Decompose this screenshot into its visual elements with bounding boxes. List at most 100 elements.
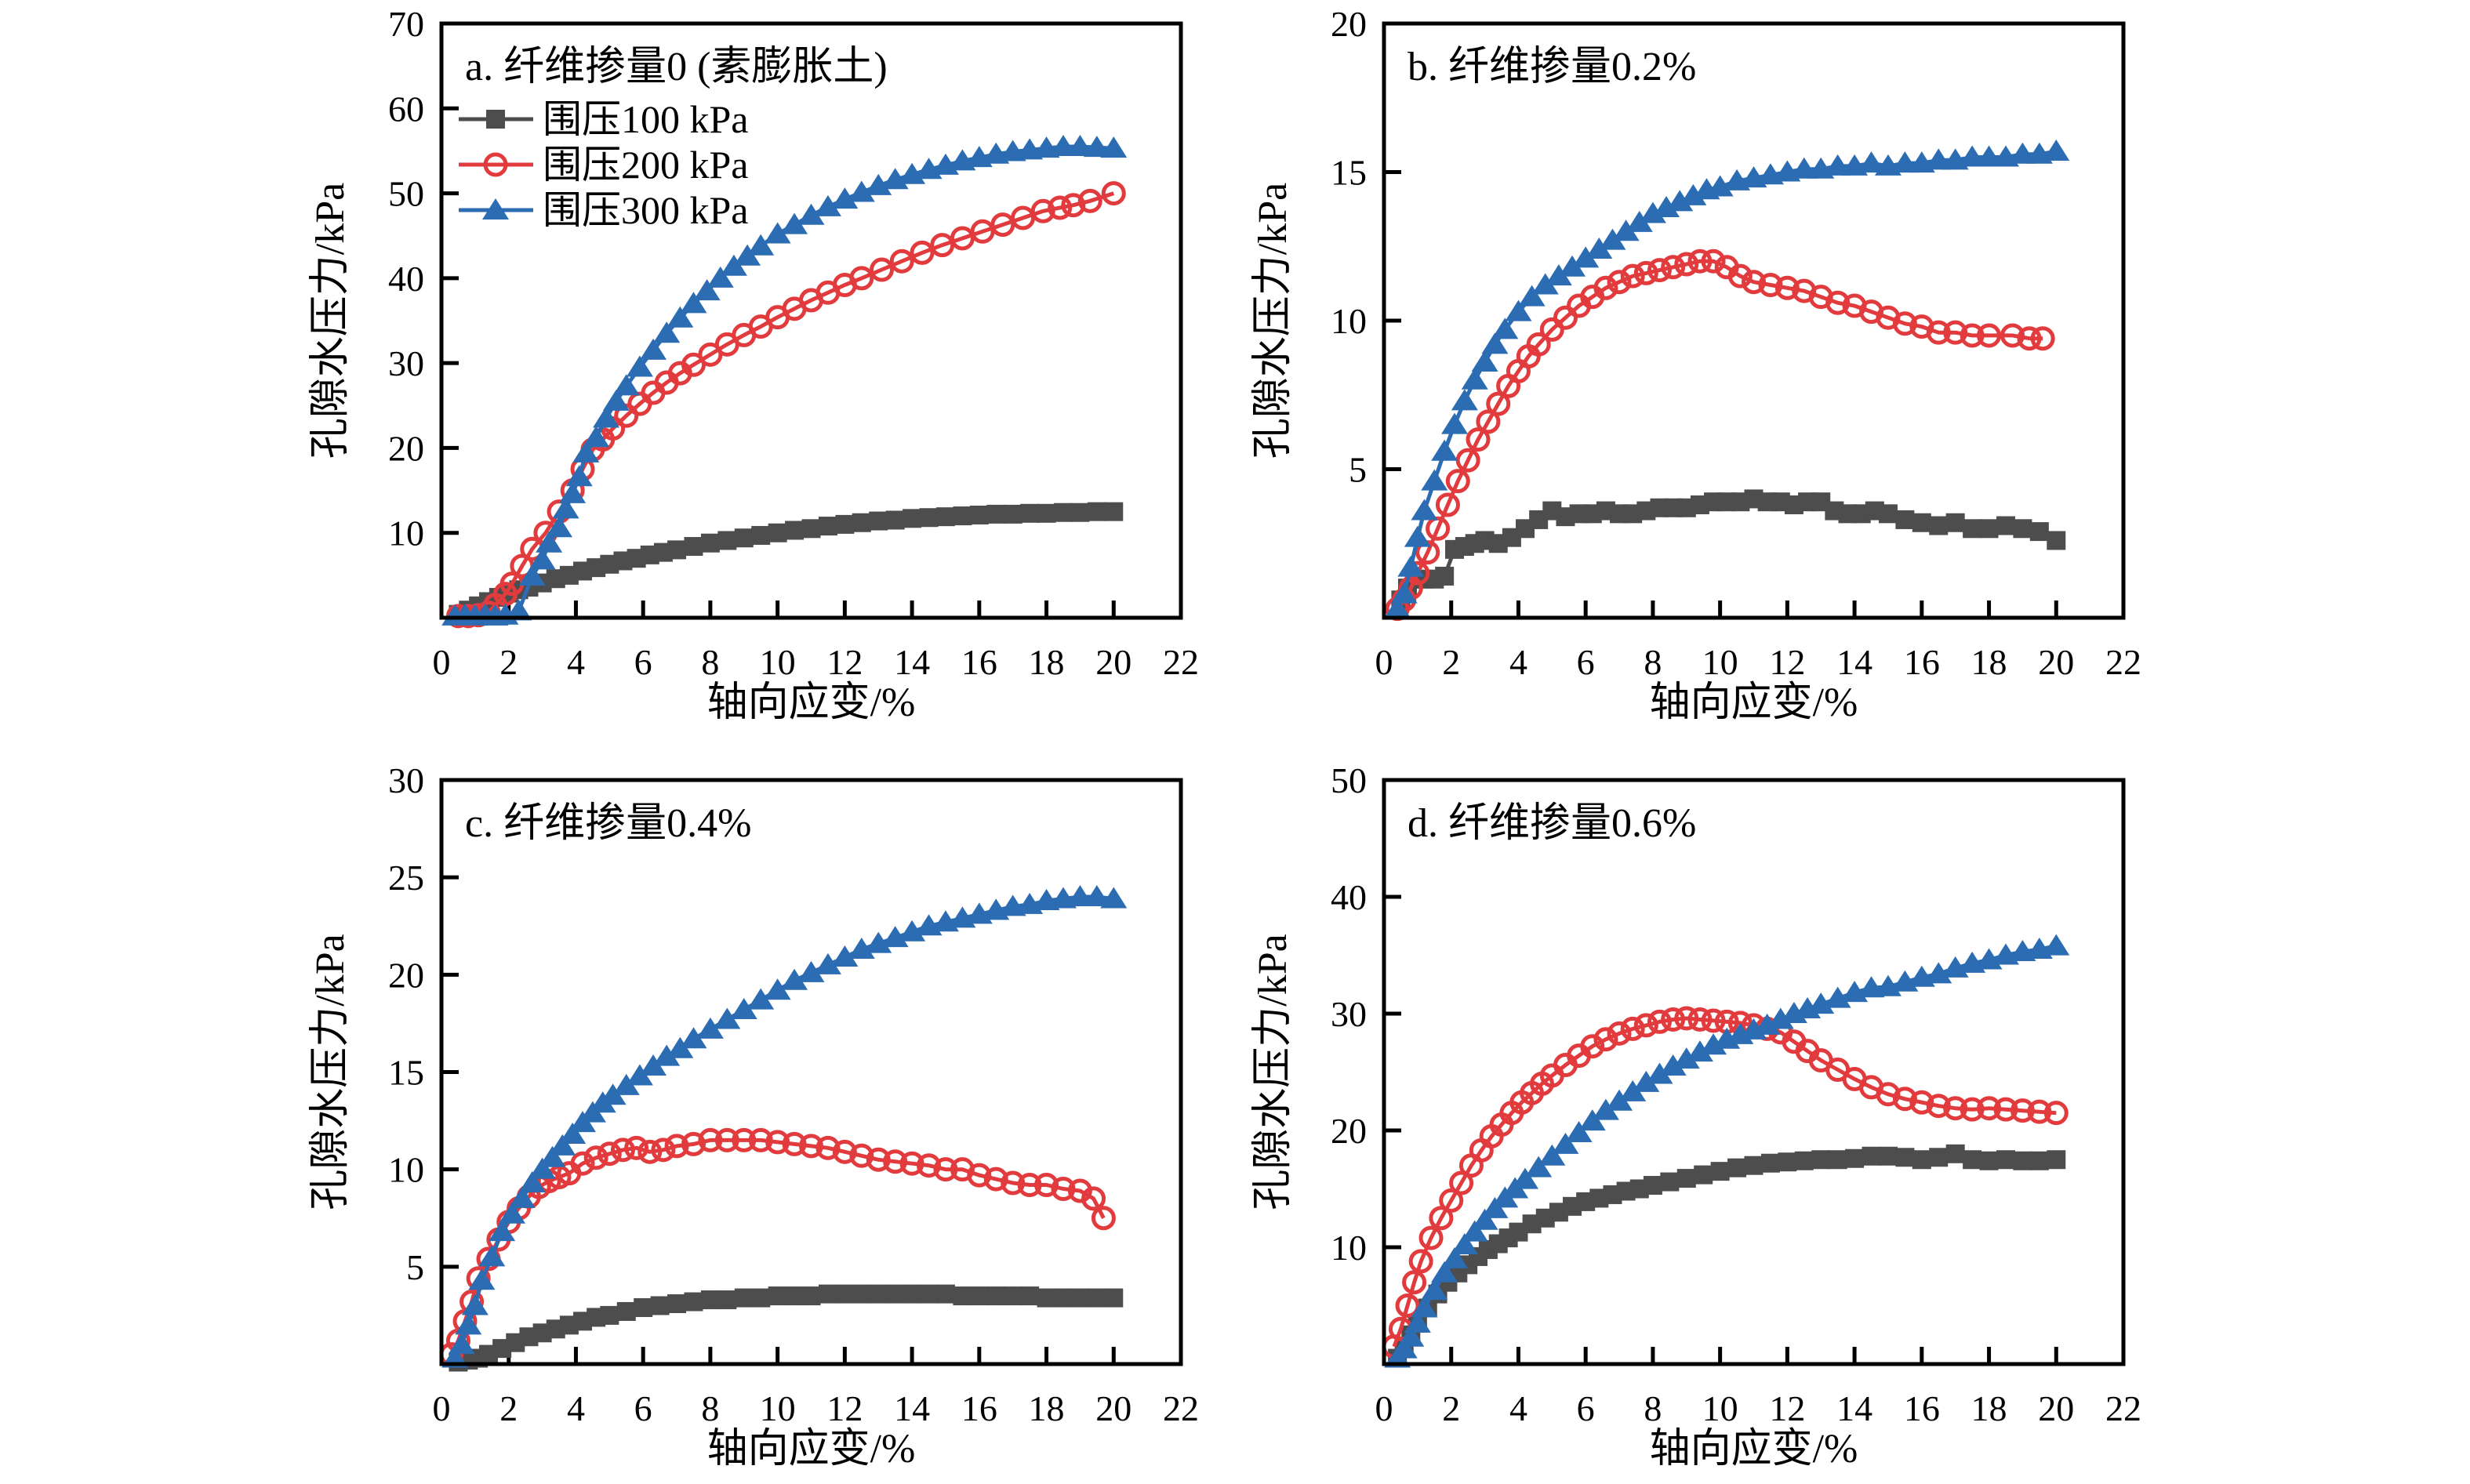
y-tick-label: 30 — [388, 760, 424, 800]
data-point-marker — [1895, 1148, 1915, 1167]
data-point-marker — [2027, 1099, 2052, 1124]
data-point-marker — [1553, 305, 1578, 330]
data-point-marker — [919, 1284, 939, 1304]
data-point-marker — [815, 1135, 841, 1160]
y-tick-label: 60 — [388, 89, 424, 129]
data-point-marker — [881, 926, 909, 948]
y-tick-label: 20 — [1331, 1111, 1367, 1151]
data-point-marker — [969, 1286, 989, 1306]
data-point-marker — [693, 279, 721, 301]
data-point-marker — [885, 1284, 905, 1304]
data-point-marker — [814, 194, 841, 216]
data-point-marker — [1020, 1286, 1040, 1306]
data-point-marker — [1790, 157, 1818, 179]
x-tick-label: 22 — [2105, 642, 2141, 682]
data-point-marker — [1925, 148, 1952, 170]
data-point-marker — [499, 1202, 526, 1224]
data-point-marker — [602, 389, 630, 411]
data-point-marker — [684, 537, 703, 557]
data-point-marker — [1565, 1120, 1593, 1142]
data-point-marker — [518, 1171, 546, 1193]
data-point-marker — [1451, 389, 1478, 411]
data-point-marker — [1625, 210, 1653, 232]
data-point-marker — [1912, 1150, 1931, 1170]
data-point-marker — [1633, 1070, 1660, 1092]
x-tick-label: 12 — [1769, 1388, 1805, 1428]
data-point-marker — [1979, 519, 1999, 539]
x-tick-label: 10 — [1702, 1388, 1738, 1428]
data-point-marker — [1963, 1150, 1982, 1170]
data-point-marker — [1539, 317, 1564, 342]
y-tick-label: 30 — [1331, 994, 1367, 1034]
data-point-marker — [508, 1186, 536, 1208]
data-point-marker — [1572, 246, 1600, 268]
data-point-marker — [667, 1036, 694, 1058]
data-point-marker — [1977, 323, 2002, 348]
data-point-marker — [986, 504, 1006, 524]
data-point-marker — [1687, 1007, 1713, 1032]
data-point-marker — [935, 1284, 955, 1304]
data-point-marker — [1686, 1040, 1713, 1062]
y-tick-label: 15 — [388, 1053, 424, 1093]
data-point-marker — [865, 173, 892, 195]
panel-b-y-axis-label: 孔隙水压力/kPa — [1251, 183, 1295, 459]
y-tick-label: 20 — [388, 955, 424, 995]
x-tick-label: 14 — [894, 1388, 930, 1428]
x-tick-label: 20 — [1095, 1388, 1131, 1428]
data-point-marker — [1744, 1156, 1764, 1175]
data-point-marker — [1639, 201, 1666, 223]
data-point-marker — [899, 920, 926, 942]
y-tick-label: 70 — [388, 4, 424, 44]
panel-c-title: c. 纤维掺量0.4% — [465, 801, 751, 846]
data-point-marker — [1518, 285, 1546, 307]
data-point-marker — [1441, 1246, 1469, 1268]
data-point-marker — [489, 1220, 516, 1242]
data-point-marker — [1104, 1288, 1124, 1308]
data-point-marker — [640, 1054, 667, 1076]
data-point-marker — [1449, 1170, 1474, 1196]
data-point-marker — [748, 1127, 773, 1152]
data-point-marker — [1404, 525, 1431, 547]
panel-a-y-axis-label: 孔隙水压力/kPa — [308, 183, 353, 459]
data-point-marker — [1017, 1173, 1042, 1198]
data-point-marker — [624, 1135, 649, 1160]
data-point-marker — [1633, 260, 1658, 285]
data-point-marker — [967, 1163, 992, 1188]
data-point-marker — [448, 1333, 475, 1355]
data-point-marker — [1979, 1151, 1999, 1170]
data-point-marker — [747, 988, 775, 1010]
panel-b-x-axis: 0 2 4 6 8 10 12 14 16 18 20 22 — [1375, 600, 2141, 682]
x-tick-label: 18 — [1971, 1388, 2007, 1428]
data-point-marker — [1384, 597, 1411, 619]
data-point-marker — [910, 240, 935, 265]
y-tick-label: 10 — [1331, 301, 1367, 341]
data-point-marker — [2043, 1101, 2069, 1126]
legend-item-100kPa: 围压100 kPa — [459, 97, 749, 141]
x-tick-label: 8 — [701, 1388, 719, 1428]
data-point-marker — [1049, 135, 1077, 157]
data-point-marker — [1929, 516, 1949, 535]
data-point-marker — [616, 1301, 636, 1321]
data-point-marker — [1824, 986, 1851, 1008]
panel-b-series-200kPa — [1385, 249, 2055, 622]
series-line — [458, 191, 1115, 619]
data-point-marker — [799, 1134, 823, 1159]
data-point-marker — [680, 1027, 707, 1049]
data-point-marker — [1051, 1177, 1076, 1201]
x-tick-label: 6 — [1577, 1388, 1595, 1428]
data-point-marker — [1687, 249, 1713, 274]
data-point-marker — [1001, 1170, 1026, 1196]
data-point-marker — [1774, 275, 1800, 300]
data-point-marker — [785, 1286, 805, 1306]
data-point-marker — [1996, 1150, 2015, 1170]
data-point-marker — [1451, 1233, 1478, 1255]
y-tick-label: 20 — [1331, 4, 1367, 44]
data-point-marker — [869, 1284, 888, 1304]
data-point-marker — [734, 1288, 754, 1308]
data-point-marker — [1912, 513, 1931, 532]
panel-a-y-axis: 10 20 30 40 50 60 70 — [388, 4, 459, 553]
panel-a-x-axis: 0 2 4 6 8 10 12 14 16 18 20 22 — [433, 600, 1199, 682]
data-point-marker — [835, 1284, 855, 1304]
data-point-marker — [529, 548, 556, 570]
data-point-marker — [1435, 492, 1460, 517]
